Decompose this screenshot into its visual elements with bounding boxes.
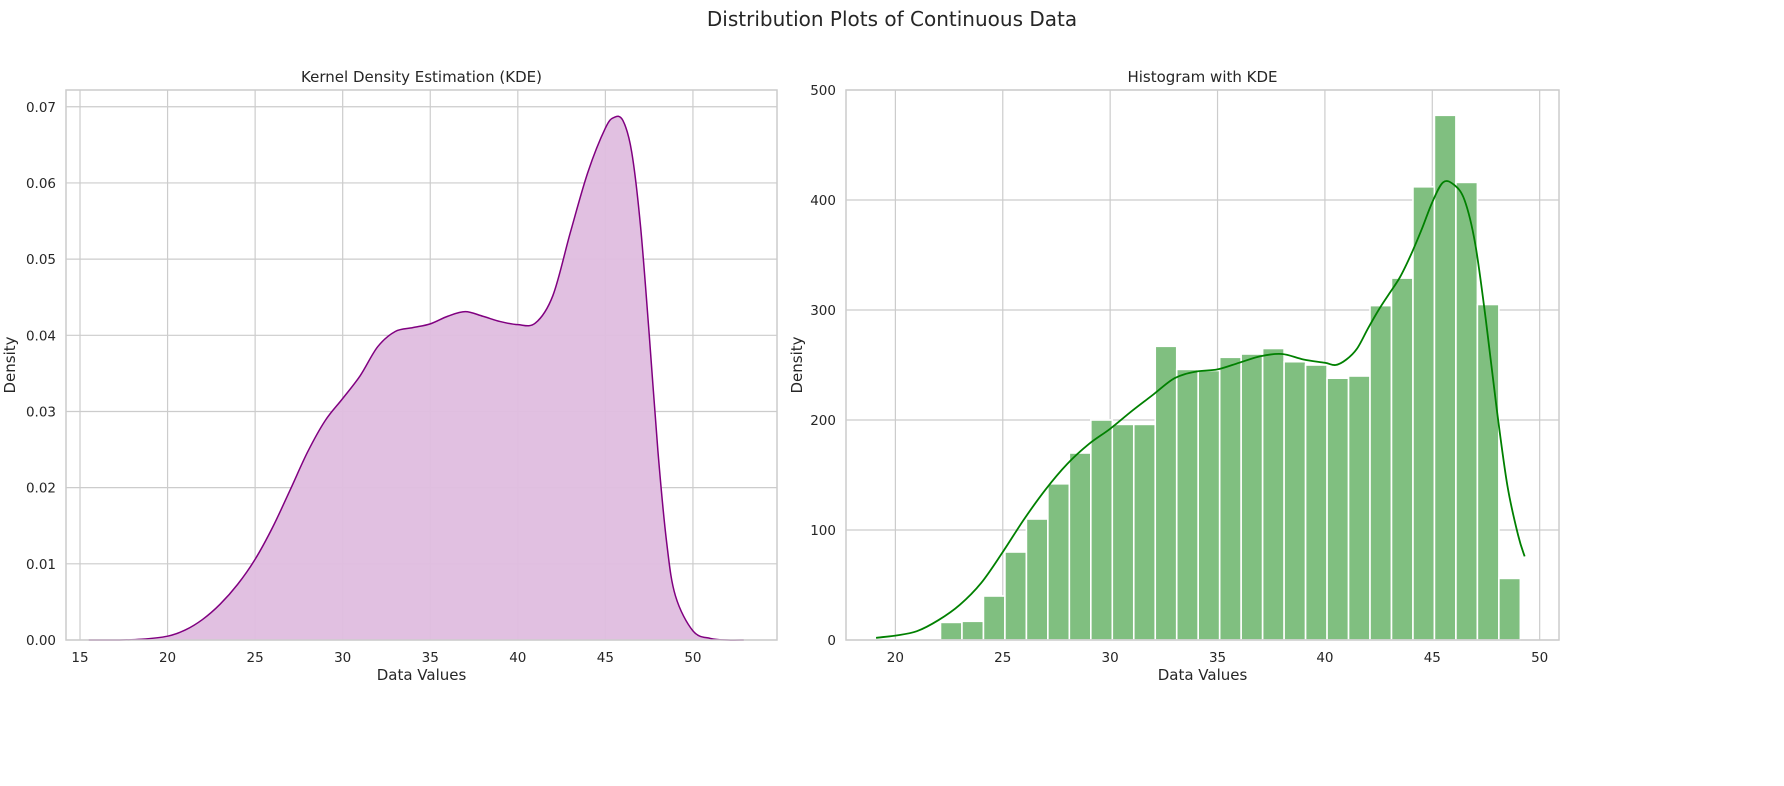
x-tick-label: 40 <box>509 650 526 666</box>
hist-bar <box>1412 186 1436 641</box>
hist-title: Histogram with KDE <box>1127 68 1277 86</box>
x-tick-label: 20 <box>887 650 904 666</box>
hist-bars <box>939 114 1522 641</box>
kde-area-fill <box>88 116 744 641</box>
x-tick-label: 30 <box>334 650 351 666</box>
y-tick-label: 0.03 <box>26 404 56 420</box>
y-tick-label: 0.06 <box>26 176 56 192</box>
kde-x-axis-label: Data Values <box>377 666 467 684</box>
hist-y-ticks: 0 100 200 300 400 500 <box>810 83 836 649</box>
hist-bar <box>1455 181 1479 641</box>
hist-bar <box>1304 364 1328 641</box>
x-tick-label: 35 <box>422 650 439 666</box>
x-tick-label: 45 <box>1424 650 1441 666</box>
y-tick-label: 0 <box>827 633 836 649</box>
y-tick-label: 200 <box>810 413 836 429</box>
y-tick-label: 100 <box>810 523 836 539</box>
hist-bar <box>1111 423 1135 641</box>
kde-y-axis-label: Density <box>1 336 19 393</box>
hist-bar <box>1132 423 1157 641</box>
x-tick-label: 50 <box>1531 650 1548 666</box>
hist-x-axis-label: Data Values <box>1158 666 1248 684</box>
x-tick-label: 15 <box>71 650 88 666</box>
histogram-panel: 20 25 30 35 40 45 50 0 100 200 300 400 500 Histogra… <box>788 68 1560 684</box>
y-tick-label: 0.04 <box>26 328 56 344</box>
kde-x-ticks: 15 20 25 30 35 40 45 50 <box>71 650 701 666</box>
x-tick-label: 20 <box>159 650 176 666</box>
hist-axes-frame <box>845 89 1560 641</box>
hist-bar <box>1004 551 1028 641</box>
figure-title: Distribution Plots of Continuous Data <box>707 7 1077 31</box>
hist-bar <box>1433 114 1457 641</box>
hist-y-axis-label: Density <box>788 336 806 393</box>
x-tick-label: 35 <box>1209 650 1226 666</box>
kde-panel: 15 20 25 30 35 40 45 50 0.000.010.020.030.040.0… <box>1 68 778 684</box>
hist-bar <box>1347 375 1371 641</box>
hist-bar <box>1197 369 1221 641</box>
hist-bar <box>1025 518 1049 641</box>
x-tick-label: 25 <box>247 650 264 666</box>
y-tick-label: 0.00 <box>26 633 56 649</box>
y-tick-label: 0.01 <box>26 557 56 573</box>
y-tick-label: 500 <box>810 83 836 99</box>
hist-kde-curve <box>875 180 1526 639</box>
hist-bar <box>1498 577 1522 641</box>
kde-title: Kernel Density Estimation (KDE) <box>301 68 542 86</box>
hist-bar <box>1261 347 1285 641</box>
x-tick-label: 50 <box>684 650 701 666</box>
hist-bar <box>1218 356 1242 641</box>
hist-bar <box>1175 368 1200 641</box>
y-tick-label: 300 <box>810 303 836 319</box>
y-tick-label: 0.07 <box>26 100 56 116</box>
hist-bar <box>961 620 985 641</box>
hist-x-ticks: 20 25 30 35 40 45 50 <box>887 650 1548 666</box>
hist-bar <box>1476 303 1500 641</box>
hist-bar <box>1047 482 1071 641</box>
kde-axes-frame <box>65 89 778 641</box>
hist-bar <box>1390 277 1414 641</box>
y-tick-label: 0.05 <box>26 252 56 268</box>
x-tick-label: 30 <box>1102 650 1119 666</box>
y-tick-label: 0.02 <box>26 481 56 497</box>
kde-y-ticks: 0.00 0.01 0.02 0.03 0.04 0.05 0.06 0.07 <box>26 100 56 649</box>
hist-bar <box>1068 452 1092 641</box>
x-tick-label: 45 <box>597 650 614 666</box>
hist-bar <box>1369 304 1393 641</box>
x-tick-label: 25 <box>994 650 1011 666</box>
y-tick-label: 400 <box>810 193 836 209</box>
x-tick-label: 40 <box>1316 650 1333 666</box>
hist-bar <box>1240 353 1264 641</box>
hist-bar <box>1326 377 1350 641</box>
kde-curve <box>88 115 744 641</box>
hist-bar <box>982 595 1006 641</box>
hist-bar <box>1283 360 1307 641</box>
hist-bar <box>1090 419 1114 641</box>
hist-bar <box>939 621 963 641</box>
